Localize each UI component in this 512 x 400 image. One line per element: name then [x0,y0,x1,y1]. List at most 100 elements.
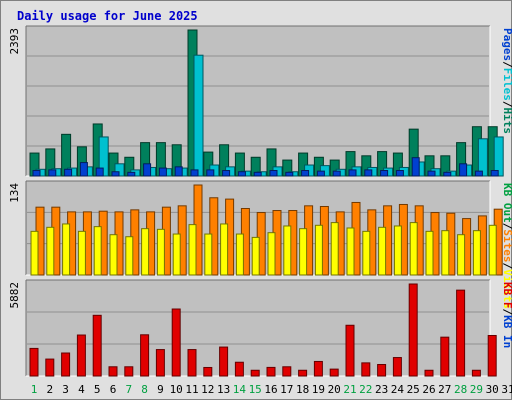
kbf-bar [45,358,55,377]
pages-bar [285,171,294,177]
x-tick-label: 2 [46,383,53,396]
kbf-bar [487,334,497,377]
sites-bar [314,224,323,276]
sites-bar [330,222,339,276]
kbf-bar [408,283,418,377]
sites-bar [283,225,292,276]
pages-bar [32,170,41,177]
pages-bar [222,170,231,177]
x-tick-label: 19 [312,383,325,396]
pages-bar [127,171,136,177]
x-tick-label: 26 [422,383,435,396]
sites-bar [172,233,181,276]
legend-item: KB Out [501,183,512,223]
pages-bar [364,169,373,177]
pages-bar [301,170,310,177]
x-tick-label: 31 [501,383,512,396]
pages-bar [174,166,183,177]
legend-item: Files [501,68,512,101]
pages-bar [459,163,468,177]
sites-bar [425,230,434,276]
x-tick-label: 28 [454,383,467,396]
kbf-bar [266,366,276,377]
pages-bar [395,170,404,177]
kbf-bar [392,357,402,377]
y-max-label: 2393 [8,28,21,55]
sites-bar [77,230,86,276]
x-tick-label: 13 [217,383,230,396]
sites-bar [488,224,497,276]
kbf-bar [76,334,86,377]
kbf-bar [298,369,308,377]
kbf-bar [250,369,260,377]
kbf-bar [140,334,150,377]
sites-bar [204,233,213,276]
sites-bar [362,230,371,276]
pages-bar [79,162,88,177]
kbf-bar [124,366,134,377]
x-tick-label: 12 [201,383,214,396]
kbf-bar [282,366,292,377]
pages-bar [443,171,452,177]
pages-bar [143,163,152,177]
legend-item: Hits [501,108,512,135]
sites-bar [457,234,466,276]
sites-bar [125,236,134,276]
sites-bar [93,226,102,276]
x-tick-label: 15 [249,383,262,396]
pages-bar [111,171,120,177]
y-max-label: 5882 [8,282,21,309]
kbf-bar [203,366,213,377]
legend: KB F/KB In [501,282,512,348]
sites-bar [472,230,481,276]
pages-bar [64,168,73,177]
kbf-bar [187,349,197,377]
pages-bar [380,170,389,177]
legend: KB Out/Sites/Visits [501,183,512,309]
kbf-bar [155,349,165,377]
x-tick-label: 7 [125,383,132,396]
kbf-bar [29,347,39,377]
pages-bar [316,170,325,177]
kbf-bar [471,369,481,377]
x-tick-label: 22 [359,383,372,396]
pages-bar [332,170,341,177]
x-tick-label: 24 [391,383,405,396]
x-tick-label: 23 [375,383,388,396]
sites-bar [235,233,244,276]
x-tick-label: 1 [31,383,38,396]
pages-bar [269,170,278,177]
sites-bar [156,228,165,276]
kbf-bar [313,360,323,377]
sites-bar [409,222,418,276]
kbf-bar [171,308,181,377]
legend: Pages/Files/Hits [501,28,512,134]
x-tick-label: 6 [110,383,117,396]
y-max-label: 134 [8,183,21,203]
pages-bar [253,171,262,177]
x-tick-label: 17 [280,383,293,396]
x-tick-label: 27 [438,383,451,396]
kbf-bar [440,336,450,377]
x-tick-label: 9 [157,383,164,396]
pages-bar [95,167,104,177]
x-tick-label: 5 [94,383,101,396]
x-tick-label: 30 [486,383,499,396]
files-bar [477,138,488,177]
pages-bar [474,170,483,177]
pages-bar [206,169,215,177]
x-tick-label: 29 [470,383,483,396]
sites-bar [299,228,308,276]
pages-bar [48,169,57,177]
pages-bar [490,170,499,177]
sites-bar [62,223,71,276]
sites-bar [393,225,402,276]
x-tick-label: 25 [407,383,420,396]
pages-bar [427,170,436,177]
legend-item: Sites [501,229,512,262]
sites-bar [141,228,150,276]
x-tick-label: 18 [296,383,309,396]
legend-item: Visits [501,269,512,309]
sites-bar [109,234,118,276]
